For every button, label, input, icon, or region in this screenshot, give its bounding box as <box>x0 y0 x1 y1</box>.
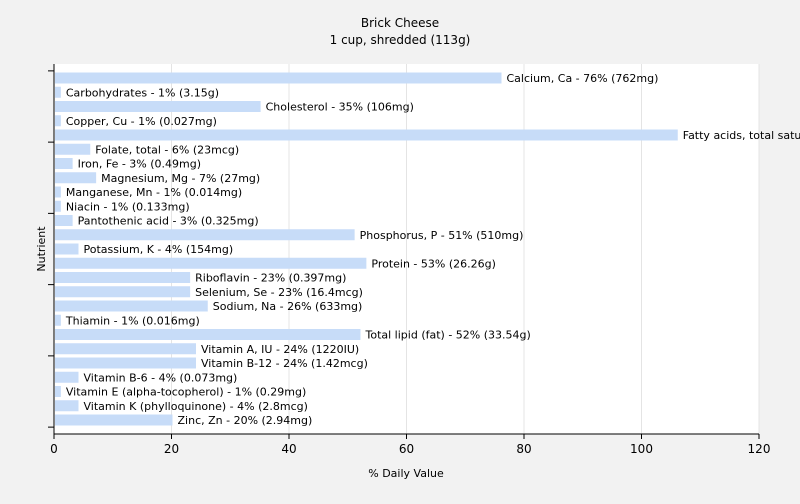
bar-label: Vitamin B-12 - 24% (1.42mcg) <box>201 357 368 370</box>
bar <box>55 371 79 383</box>
bar-label: Vitamin E (alpha-tocopherol) - 1% (0.29m… <box>66 386 306 399</box>
x-tick-label: 40 <box>281 442 296 456</box>
x-tick-label: 60 <box>399 442 414 456</box>
bar-label: Calcium, Ca - 76% (762mg) <box>507 72 659 85</box>
bar <box>55 186 61 198</box>
bar <box>55 129 678 141</box>
bar <box>55 329 361 340</box>
bar <box>55 343 196 355</box>
bars <box>55 72 678 426</box>
grid-lines <box>171 64 760 434</box>
bar-labels: Calcium, Ca - 76% (762mg) Carbohydrates -… <box>65 72 800 427</box>
x-tick-label: 80 <box>516 442 531 456</box>
bar-label: Vitamin K (phylloquinone) - 4% (2.8mcg) <box>84 400 308 413</box>
x-tick-label: 0 <box>50 442 58 456</box>
bar-label: Cholesterol - 35% (106mg) <box>266 101 414 114</box>
x-tick-label: 120 <box>748 442 771 456</box>
bar-label: Protein - 53% (26.26g) <box>371 257 496 270</box>
bar <box>55 172 97 184</box>
bar-label: Niacin - 1% (0.133mg) <box>66 200 190 213</box>
bar <box>55 386 61 397</box>
bar-label: Selenium, Se - 23% (16.4mcg) <box>195 286 363 299</box>
bar <box>55 286 191 298</box>
bar-label: Iron, Fe - 3% (0.49mg) <box>78 158 201 171</box>
bar-label: Zinc, Zn - 20% (2.94mg) <box>178 414 313 427</box>
bar-label: Magnesium, Mg - 7% (27mg) <box>101 172 260 185</box>
y-axis-label: Nutrient <box>35 226 48 272</box>
bar-label: Fatty acids, total saturated - 106% (21.… <box>683 129 800 142</box>
bar <box>55 215 73 226</box>
bar <box>55 400 79 412</box>
bar-label: Total lipid (fat) - 52% (33.54g) <box>365 329 531 342</box>
bar-label: Vitamin A, IU - 24% (1220IU) <box>201 343 359 356</box>
x-tick-label: 20 <box>164 442 179 456</box>
bar-label: Phosphorus, P - 51% (510mg) <box>360 229 524 242</box>
bar <box>55 86 61 98</box>
chart-subtitle: 1 cup, shredded (113g) <box>330 33 471 47</box>
bar-label: Riboflavin - 23% (0.397mg) <box>195 272 346 285</box>
bar <box>55 414 173 426</box>
bar-label: Sodium, Na - 26% (633mg) <box>213 300 363 313</box>
bar-label: Carbohydrates - 1% (3.15g) <box>66 86 219 99</box>
bar-label: Potassium, K - 4% (154mg) <box>84 243 234 256</box>
bar <box>55 200 61 212</box>
bar <box>55 158 73 169</box>
bar <box>55 72 502 84</box>
bar <box>55 101 261 112</box>
bar <box>55 314 61 326</box>
bar <box>55 257 367 269</box>
bar <box>55 115 61 127</box>
bar-label: Manganese, Mn - 1% (0.014mg) <box>66 186 242 199</box>
bar <box>55 357 196 369</box>
bar <box>55 300 208 312</box>
x-tick-label: 100 <box>630 442 653 456</box>
bar-label: Pantothenic acid - 3% (0.325mg) <box>78 215 259 228</box>
bar-label: Folate, total - 6% (23mcg) <box>95 143 239 156</box>
bar-label: Vitamin B-6 - 4% (0.073mg) <box>84 371 238 384</box>
bar <box>55 272 191 283</box>
x-axis-label: % Daily Value <box>368 467 444 480</box>
bar <box>55 243 79 255</box>
bar <box>55 143 91 155</box>
bar-label: Thiamin - 1% (0.016mg) <box>65 314 200 327</box>
axes: 0 20 40 60 80 100 120 <box>48 64 770 456</box>
chart-title: Brick Cheese <box>361 16 439 30</box>
bar-label: Copper, Cu - 1% (0.027mg) <box>66 115 217 128</box>
bar <box>55 229 355 241</box>
